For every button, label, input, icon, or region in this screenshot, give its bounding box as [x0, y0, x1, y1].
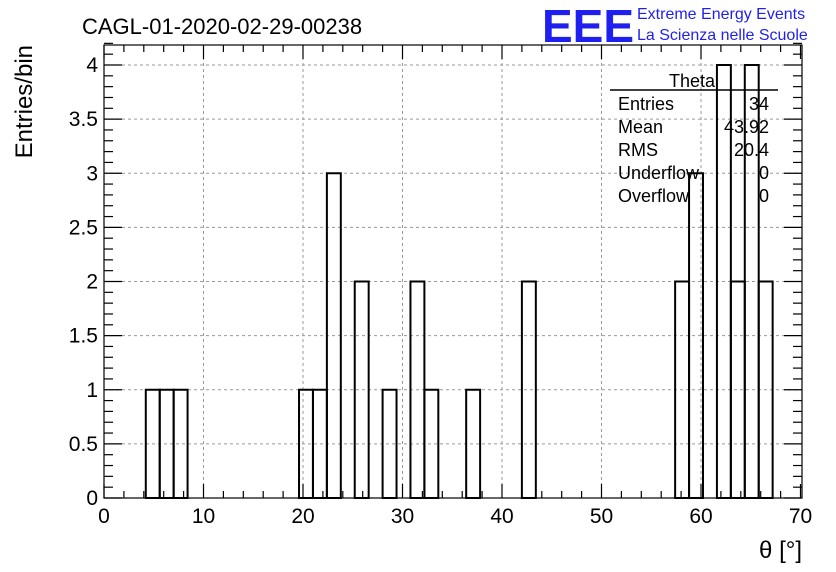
x-tick-label: 50 [590, 505, 613, 528]
logo-line-2: La Scienza nelle Scuole [637, 27, 808, 44]
axis-ticks [103, 42, 802, 499]
stats-row-label: RMS [618, 140, 658, 160]
x-tick-labels: 0 10 20 30 40 50 60 70 [98, 505, 812, 528]
histogram-bar [172, 388, 189, 499]
y-tick-label: 3.5 [69, 108, 98, 131]
y-tick-labels: 0 0.5 1 1.5 2 2.5 3 3.5 4 [69, 54, 99, 510]
stats-row-label: Mean [618, 117, 663, 137]
y-tick-label: 0.5 [69, 433, 98, 456]
eee-logo: EEE Extreme Energy Events La Scienza nel… [542, 0, 808, 52]
y-tick-label: 4 [86, 54, 98, 77]
chart-title: CAGL-01-2020-02-29-00238 [82, 14, 362, 39]
x-tick-label: 70 [789, 505, 812, 528]
stats-row-label: Overflow [618, 186, 690, 206]
stats-row-value: 0 [759, 186, 769, 206]
y-tick-label: 1 [86, 379, 98, 402]
y-tick-label: 3 [86, 162, 98, 185]
x-tick-label: 0 [98, 505, 110, 528]
y-tick-label: 2.5 [69, 216, 98, 239]
plot-frame [103, 44, 803, 499]
stats-row-value: 20.4 [734, 140, 769, 160]
x-tick-label: 10 [192, 505, 215, 528]
logo-mark: EEE [542, 0, 634, 52]
grid [104, 45, 802, 498]
stats-title: Theta [669, 71, 716, 91]
stats-row-value: 0 [759, 163, 769, 183]
y-axis-label: Entries/bin [11, 45, 38, 158]
x-tick-label: 20 [291, 505, 314, 528]
stats-row-label: Underflow [618, 163, 700, 183]
y-tick-label: 2 [86, 271, 98, 294]
x-axis-label: θ [°] [759, 537, 802, 564]
x-tick-label: 60 [689, 505, 712, 528]
stats-row-value: 43.92 [724, 117, 769, 137]
stats-row-label: Entries [618, 94, 674, 114]
y-tick-label: 1.5 [69, 325, 98, 348]
x-tick-label: 30 [391, 505, 414, 528]
stats-row-value: 34 [749, 94, 769, 114]
x-tick-label: 40 [490, 505, 513, 528]
histogram-bars [144, 64, 774, 499]
stats-box: Theta Entries 34 Mean 43.92 RMS 20.4 Underflow… [610, 71, 778, 206]
y-tick-label: 0 [86, 487, 98, 510]
logo-line-1: Extreme Energy Events [637, 6, 805, 23]
histogram-bar [520, 280, 537, 499]
